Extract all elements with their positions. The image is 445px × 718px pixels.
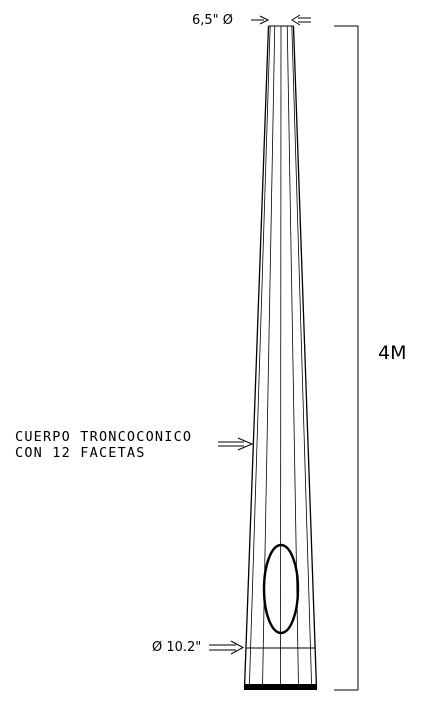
base-diameter-label: Ø 10.2" xyxy=(152,640,201,655)
height-label: 4M xyxy=(378,342,406,364)
pole-facet-edge xyxy=(248,25,271,689)
body-description-line2: CON 12 FACETAS xyxy=(15,445,146,461)
body-description-line1: CUERPO TRONCOCONICO xyxy=(15,429,192,445)
top-diameter-arrow-left xyxy=(251,15,270,25)
top-diameter-arrow-right xyxy=(291,14,311,26)
pole-facet-edge xyxy=(291,25,313,689)
pole-facet-edge xyxy=(292,25,318,689)
base-diameter-arrow xyxy=(209,640,245,655)
top-diameter-label: 6,5" Ø xyxy=(192,13,233,28)
height-dimension-line xyxy=(334,25,359,691)
body-description-arrow xyxy=(218,437,254,451)
pole-base-plate xyxy=(244,684,317,690)
conical-pole xyxy=(243,25,318,689)
access-door-oval xyxy=(262,543,300,635)
pole-facet-edge xyxy=(280,25,282,689)
pole-facet-edge xyxy=(243,25,270,689)
